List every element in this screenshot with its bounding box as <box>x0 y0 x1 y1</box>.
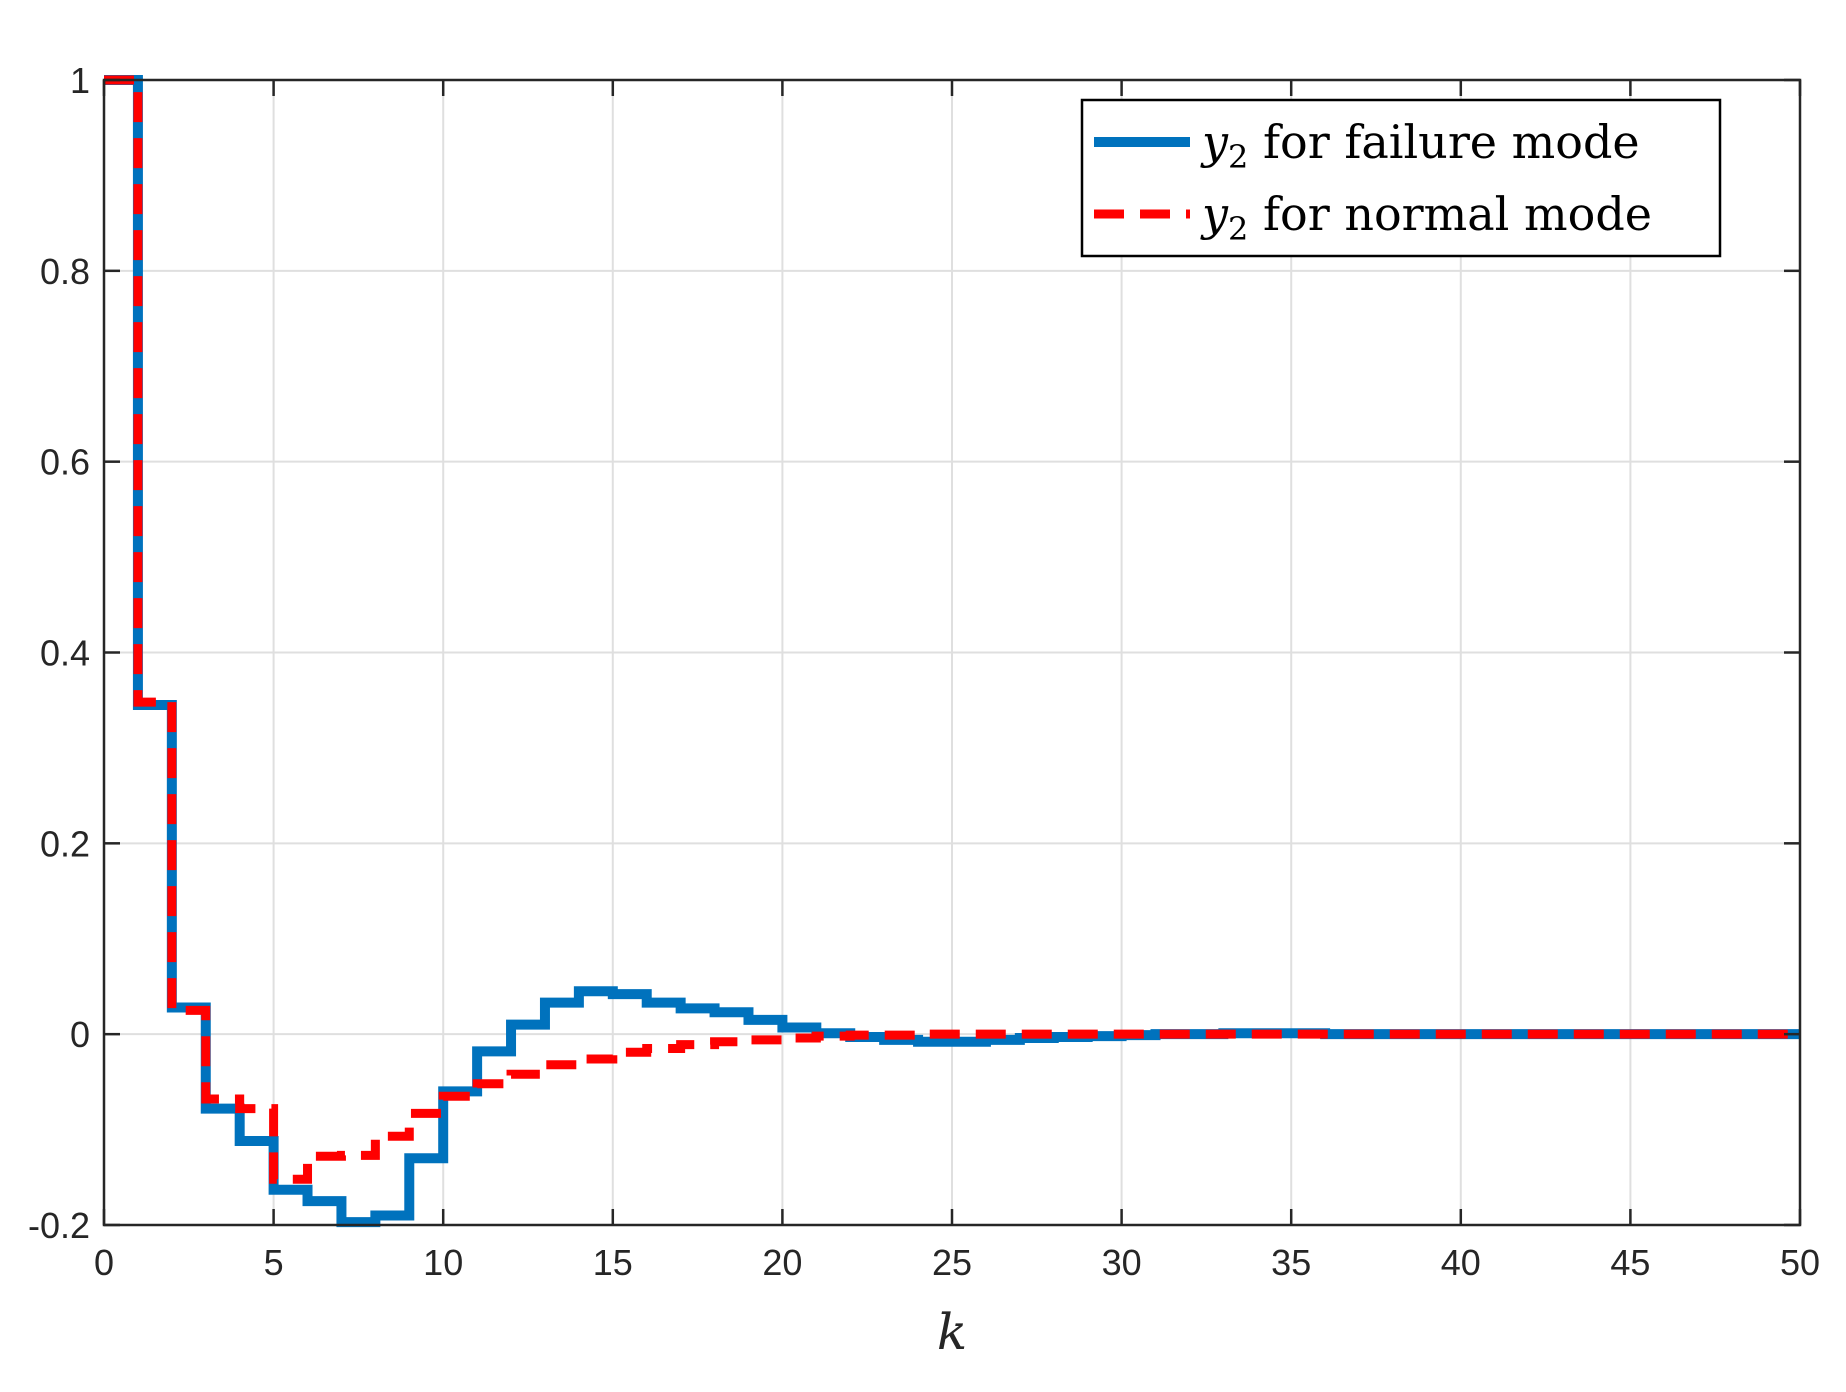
x-tick-label: 25 <box>932 1242 972 1283</box>
x-tick-label: 10 <box>423 1242 463 1283</box>
legend-description: for normal mode <box>1248 187 1652 241</box>
legend-variable: y <box>1200 187 1229 241</box>
tick-labels: 0 5 10 15 20 25 30 35 40 45 50-0.200.20.40.60.81 <box>28 60 1820 1283</box>
legend-variable: y <box>1200 115 1229 169</box>
y-tick-label: 0.2 <box>40 823 90 864</box>
plot-series <box>104 75 1800 1228</box>
legend-box <box>1080 98 1722 258</box>
y-tick-label: 1 <box>70 60 90 101</box>
normal-mode-series-line <box>104 75 1800 1184</box>
legend-entry-label: y2 for failure mode <box>1200 115 1640 176</box>
legend-subscript: 2 <box>1228 210 1248 248</box>
y-tick-label: 0.8 <box>40 251 90 292</box>
x-tick-label: 30 <box>1102 1242 1142 1283</box>
x-tick-label: 50 <box>1780 1242 1820 1283</box>
y-tick-label: 0.6 <box>40 442 90 483</box>
x-tick-label: 15 <box>593 1242 633 1283</box>
y-tick-label: 0 <box>70 1014 90 1055</box>
tick-marks <box>102 78 1802 1227</box>
x-tick-label: 20 <box>762 1242 802 1283</box>
legend-description: for failure mode <box>1248 115 1639 169</box>
y-tick-label: 0.4 <box>40 633 90 674</box>
x-tick-label: 0 <box>94 1242 114 1283</box>
x-tick-label: 35 <box>1271 1242 1311 1283</box>
x-axis-title: k <box>937 1303 967 1361</box>
legend-subscript: 2 <box>1228 138 1248 176</box>
y-tick-label: -0.2 <box>28 1205 90 1246</box>
x-tick-label: 45 <box>1610 1242 1650 1283</box>
legend-entry-label: y2 for normal mode <box>1200 187 1652 248</box>
x-tick-label: 40 <box>1441 1242 1481 1283</box>
x-tick-label: 5 <box>264 1242 284 1283</box>
failure-mode-series-line <box>104 75 1800 1228</box>
